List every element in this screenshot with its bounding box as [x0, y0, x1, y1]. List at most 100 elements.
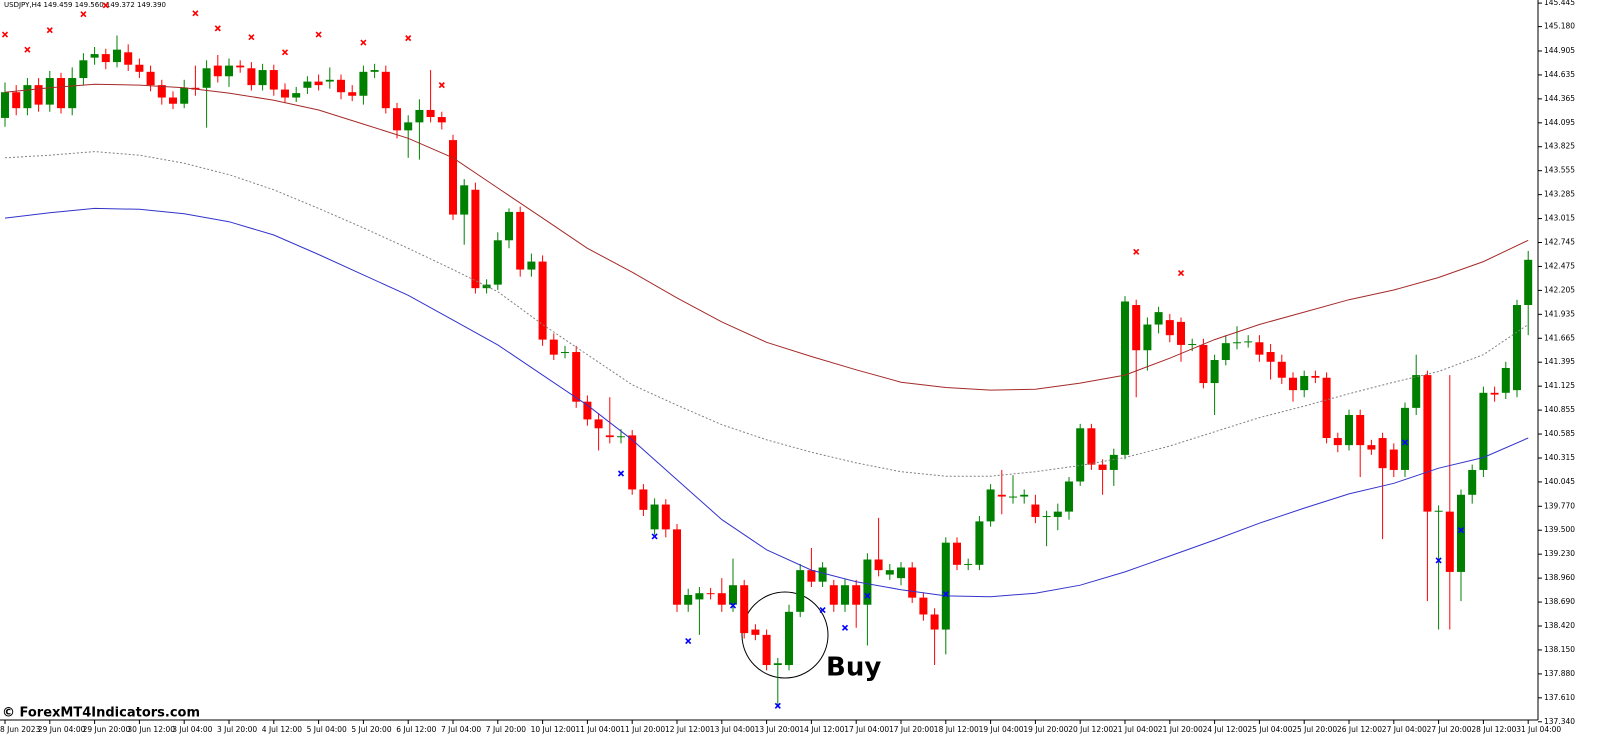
- candle-body: [1031, 504, 1040, 517]
- signal-marker: [1401, 439, 1409, 446]
- signal-marker: [405, 35, 412, 42]
- x-tick-label: 26 Jul 12:00: [1337, 725, 1382, 734]
- signal-marker: [617, 470, 625, 477]
- y-tick-label: 140.855: [1544, 405, 1575, 414]
- candle-body: [157, 85, 166, 98]
- candle-body: [1098, 464, 1107, 470]
- candle-body: [370, 70, 379, 72]
- y-tick-label: 140.045: [1544, 477, 1575, 486]
- candle-body: [146, 71, 155, 86]
- candle-body: [762, 634, 771, 666]
- x-tick-label: 11 Jul 04:00: [575, 725, 620, 734]
- y-tick-label: 143.825: [1544, 142, 1575, 151]
- candle-body: [964, 563, 973, 565]
- y-tick-label: 137.340: [1544, 717, 1575, 726]
- candle-body: [1210, 360, 1219, 384]
- candle-body: [1065, 481, 1073, 512]
- candle-body: [348, 92, 357, 96]
- chart-title: USDJPY,H4 149.459 149.560 149.372 149.39…: [4, 1, 166, 9]
- y-tick-label: 140.585: [1544, 429, 1575, 438]
- candle-body: [258, 70, 267, 86]
- candle-body: [516, 211, 525, 270]
- x-tick-label: 14 Jul 12:00: [799, 725, 844, 734]
- candle-body: [34, 85, 43, 105]
- signal-marker: [942, 591, 949, 598]
- candle-body: [236, 65, 245, 68]
- candle-body: [549, 339, 558, 355]
- x-tick-label: 18 Jul 12:00: [934, 725, 979, 734]
- candle-body: [717, 593, 726, 605]
- candle-body: [919, 597, 928, 615]
- candle-body: [1333, 438, 1342, 446]
- x-tick-label: 12 Jul 12:00: [665, 725, 710, 734]
- candle-body: [292, 93, 301, 98]
- signal-marker: [651, 533, 658, 540]
- y-tick-label: 141.935: [1544, 309, 1575, 318]
- candle-body: [583, 401, 592, 420]
- candle-body: [897, 567, 905, 579]
- x-tick-label: 19 Jul 20:00: [1023, 725, 1068, 734]
- candle-body: [247, 68, 256, 86]
- candle-body: [874, 559, 883, 571]
- y-tick-label: 138.420: [1544, 621, 1575, 630]
- candle-body: [449, 140, 457, 215]
- candle-body: [1345, 414, 1353, 446]
- y-tick-label: 139.500: [1544, 525, 1575, 534]
- x-tick-label: 8 Jun 2023: [0, 725, 41, 734]
- candle-body: [684, 594, 693, 605]
- candle-body: [1266, 352, 1275, 362]
- candle-body: [325, 79, 334, 82]
- candle-body: [1255, 342, 1264, 355]
- candle-body: [1479, 392, 1488, 470]
- candle-body: [415, 109, 424, 123]
- signal-marker: [1435, 557, 1442, 564]
- candle-body: [381, 71, 390, 109]
- candle-body: [113, 49, 121, 63]
- candle-body: [1277, 361, 1286, 378]
- x-tick-label: 13 Jul 04:00: [710, 725, 755, 734]
- candle-body: [1221, 343, 1230, 360]
- y-tick-label: 140.315: [1544, 453, 1575, 462]
- y-tick-label: 145.445: [1544, 0, 1575, 7]
- y-tick-label: 142.205: [1544, 285, 1575, 294]
- y-tick-label: 141.125: [1544, 381, 1575, 390]
- candle-body: [1445, 511, 1454, 572]
- buy-circle: [741, 591, 829, 679]
- x-tick-label: 21 Jul 04:00: [1113, 725, 1158, 734]
- candle-body: [1132, 305, 1141, 351]
- candle-body: [1143, 324, 1152, 351]
- candle-body: [45, 78, 54, 105]
- candle-body: [628, 435, 637, 490]
- candle-body: [773, 663, 782, 666]
- candle-body: [1367, 445, 1376, 450]
- x-tick-label: 20 Jul 12:00: [1068, 725, 1113, 734]
- candle-body: [885, 570, 894, 575]
- signal-marker: [1457, 527, 1465, 534]
- candle-body: [695, 593, 704, 600]
- x-tick-label: 17 Jul 04:00: [844, 725, 889, 734]
- candle-body: [471, 189, 480, 289]
- x-tick-label: 27 Jul 04:00: [1382, 725, 1427, 734]
- x-tick-label: 7 Jul 04:00: [441, 725, 481, 734]
- candle-body: [1087, 428, 1096, 465]
- signal-marker: [729, 602, 737, 609]
- x-tick-label: 29 Jun 20:00: [83, 725, 131, 734]
- watermark: © ForexMT4Indicators.com: [2, 706, 200, 721]
- y-tick-label: 137.880: [1544, 669, 1575, 678]
- y-tick-label: 144.095: [1544, 118, 1575, 127]
- signal-marker: [315, 31, 322, 38]
- candle-body: [605, 435, 614, 438]
- candle-body: [986, 489, 995, 522]
- y-tick-label: 138.690: [1544, 597, 1575, 606]
- candle-body: [1020, 494, 1029, 497]
- y-tick-label: 145.180: [1544, 22, 1575, 31]
- x-tick-label: 10 Jul 12:00: [531, 725, 576, 734]
- candle-body: [1076, 428, 1085, 482]
- x-tick-label: 28 Jul 12:00: [1471, 725, 1516, 734]
- candle-body: [1389, 449, 1398, 470]
- candle-body: [706, 593, 715, 595]
- y-tick-label: 143.555: [1544, 166, 1575, 175]
- candle-body: [1378, 438, 1387, 469]
- candle-body: [1311, 375, 1320, 378]
- y-tick-label: 141.665: [1544, 333, 1575, 342]
